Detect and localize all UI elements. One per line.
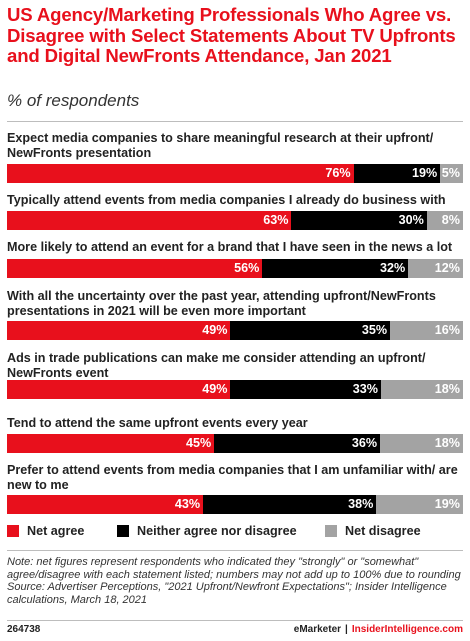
- footer-brand: eMarketer | InsiderIntelligence.com: [294, 624, 463, 635]
- bar-segment-agree: 43%: [7, 495, 204, 514]
- chart-title: US Agency/Marketing Professionals Who Ag…: [7, 4, 456, 66]
- data-label: 16%: [434, 323, 460, 337]
- legend: Net agree Neither agree nor disagree Net…: [7, 524, 463, 542]
- stacked-bar: 56% 32% 12%: [7, 259, 463, 278]
- data-label: 19%: [411, 166, 438, 180]
- data-label: 18%: [434, 382, 460, 396]
- category-label: Ads in trade publications can make me co…: [7, 351, 426, 380]
- bar-segment-neither: 38%: [203, 495, 377, 514]
- bar-segment-agree: 76%: [7, 164, 354, 183]
- data-label: 5%: [441, 166, 460, 180]
- legend-swatch-neither: [117, 525, 129, 537]
- stacked-bar: 76% 19% 5%: [7, 164, 463, 183]
- data-label: 76%: [325, 166, 351, 180]
- category-label: Expect media companies to share meaningf…: [7, 131, 434, 160]
- bar-segment-agree: 49%: [7, 321, 231, 340]
- category-label: Tend to attend the same upfront events e…: [7, 416, 308, 430]
- chart-row: Tend to attend the same upfront events e…: [7, 416, 463, 453]
- data-label: 33%: [352, 382, 378, 396]
- data-label: 32%: [380, 261, 406, 275]
- bar-segment-neither: 32%: [262, 259, 409, 278]
- data-label: 43%: [174, 497, 201, 511]
- chart-row: Typically attend events from media compa…: [7, 193, 463, 230]
- chart-row: Expect media companies to share meaningf…: [7, 131, 463, 183]
- category-label: More likely to attend an event for a bra…: [7, 240, 453, 254]
- bar-segment-disagree: 8%: [426, 211, 463, 230]
- brand-name: eMarketer: [293, 624, 342, 635]
- data-label: 8%: [441, 213, 460, 227]
- stacked-bar: 49% 33% 18%: [7, 380, 463, 399]
- legend-item-net-agree: Net agree: [7, 524, 84, 538]
- legend-swatch-net-agree: [7, 525, 19, 537]
- data-label: 19%: [434, 497, 460, 511]
- bar-segment-agree: 63%: [7, 211, 292, 230]
- chart-subtitle: % of respondents: [7, 91, 140, 110]
- category-label: Typically attend events from media compa…: [7, 193, 446, 207]
- bar-segment-disagree: 5%: [440, 164, 463, 183]
- source-text: Source: Advertiser Perceptions, "2021 Up…: [7, 581, 447, 606]
- bar-segment-disagree: 18%: [380, 434, 463, 453]
- stacked-bar: 43% 38% 19%: [7, 495, 463, 514]
- bar-segment-neither: 33%: [230, 380, 381, 399]
- stacked-bar: 63% 30% 8%: [7, 211, 463, 230]
- brand-separator: |: [345, 624, 348, 635]
- bar-segment-disagree: 16%: [390, 321, 463, 340]
- category-label: Prefer to attend events from media compa…: [7, 463, 458, 492]
- bar-segment-agree: 45%: [7, 434, 215, 453]
- data-label: 38%: [348, 497, 374, 511]
- data-label: 18%: [434, 436, 460, 450]
- data-label: 35%: [361, 323, 388, 337]
- legend-item-neither: Neither agree nor disagree: [117, 524, 297, 538]
- legend-divider: [7, 550, 463, 551]
- bar-segment-disagree: 12%: [408, 259, 463, 278]
- data-label: 63%: [263, 213, 289, 227]
- chart-row: More likely to attend an event for a bra…: [7, 240, 463, 278]
- bar-segment-neither: 35%: [230, 321, 391, 340]
- chart-row: With all the uncertainty over the past y…: [7, 289, 463, 340]
- bar-segment-disagree: 19%: [376, 495, 463, 514]
- category-label: With all the uncertainty over the past y…: [7, 289, 436, 318]
- data-label: 49%: [202, 382, 228, 396]
- bar-segment-agree: 56%: [7, 259, 263, 278]
- legend-label-net-disagree: Net disagree: [345, 524, 421, 538]
- legend-label-net-agree: Net agree: [27, 524, 85, 538]
- data-label: 56%: [234, 261, 260, 275]
- data-label: 45%: [186, 436, 212, 450]
- legend-swatch-net-disagree: [325, 525, 337, 537]
- footer-divider: [7, 620, 463, 621]
- stacked-bar: 45% 36% 18%: [7, 434, 463, 453]
- brand-site: InsiderIntelligence.com: [351, 624, 463, 635]
- bar-segment-agree: 49%: [7, 380, 231, 399]
- bar-segment-neither: 19%: [353, 164, 441, 183]
- notes-block: Note: net figures represent respondents …: [7, 556, 463, 606]
- note-text: Note: net figures represent respondents …: [7, 556, 461, 581]
- top-divider: [7, 121, 463, 122]
- chart-row: Ads in trade publications can make me co…: [7, 351, 463, 399]
- chart-row: Prefer to attend events from media compa…: [7, 463, 463, 514]
- data-label: 30%: [398, 213, 424, 227]
- data-label: 49%: [202, 323, 228, 337]
- legend-label-neither: Neither agree nor disagree: [137, 524, 297, 538]
- legend-item-net-disagree: Net disagree: [325, 524, 421, 538]
- data-label: 36%: [351, 436, 378, 450]
- bar-segment-disagree: 18%: [380, 380, 463, 399]
- bar-segment-neither: 30%: [291, 211, 427, 230]
- data-label: 12%: [434, 261, 460, 275]
- bar-segment-neither: 36%: [214, 434, 381, 453]
- stacked-bar: 49% 35% 16%: [7, 321, 463, 340]
- chart-id: 264738: [7, 624, 41, 635]
